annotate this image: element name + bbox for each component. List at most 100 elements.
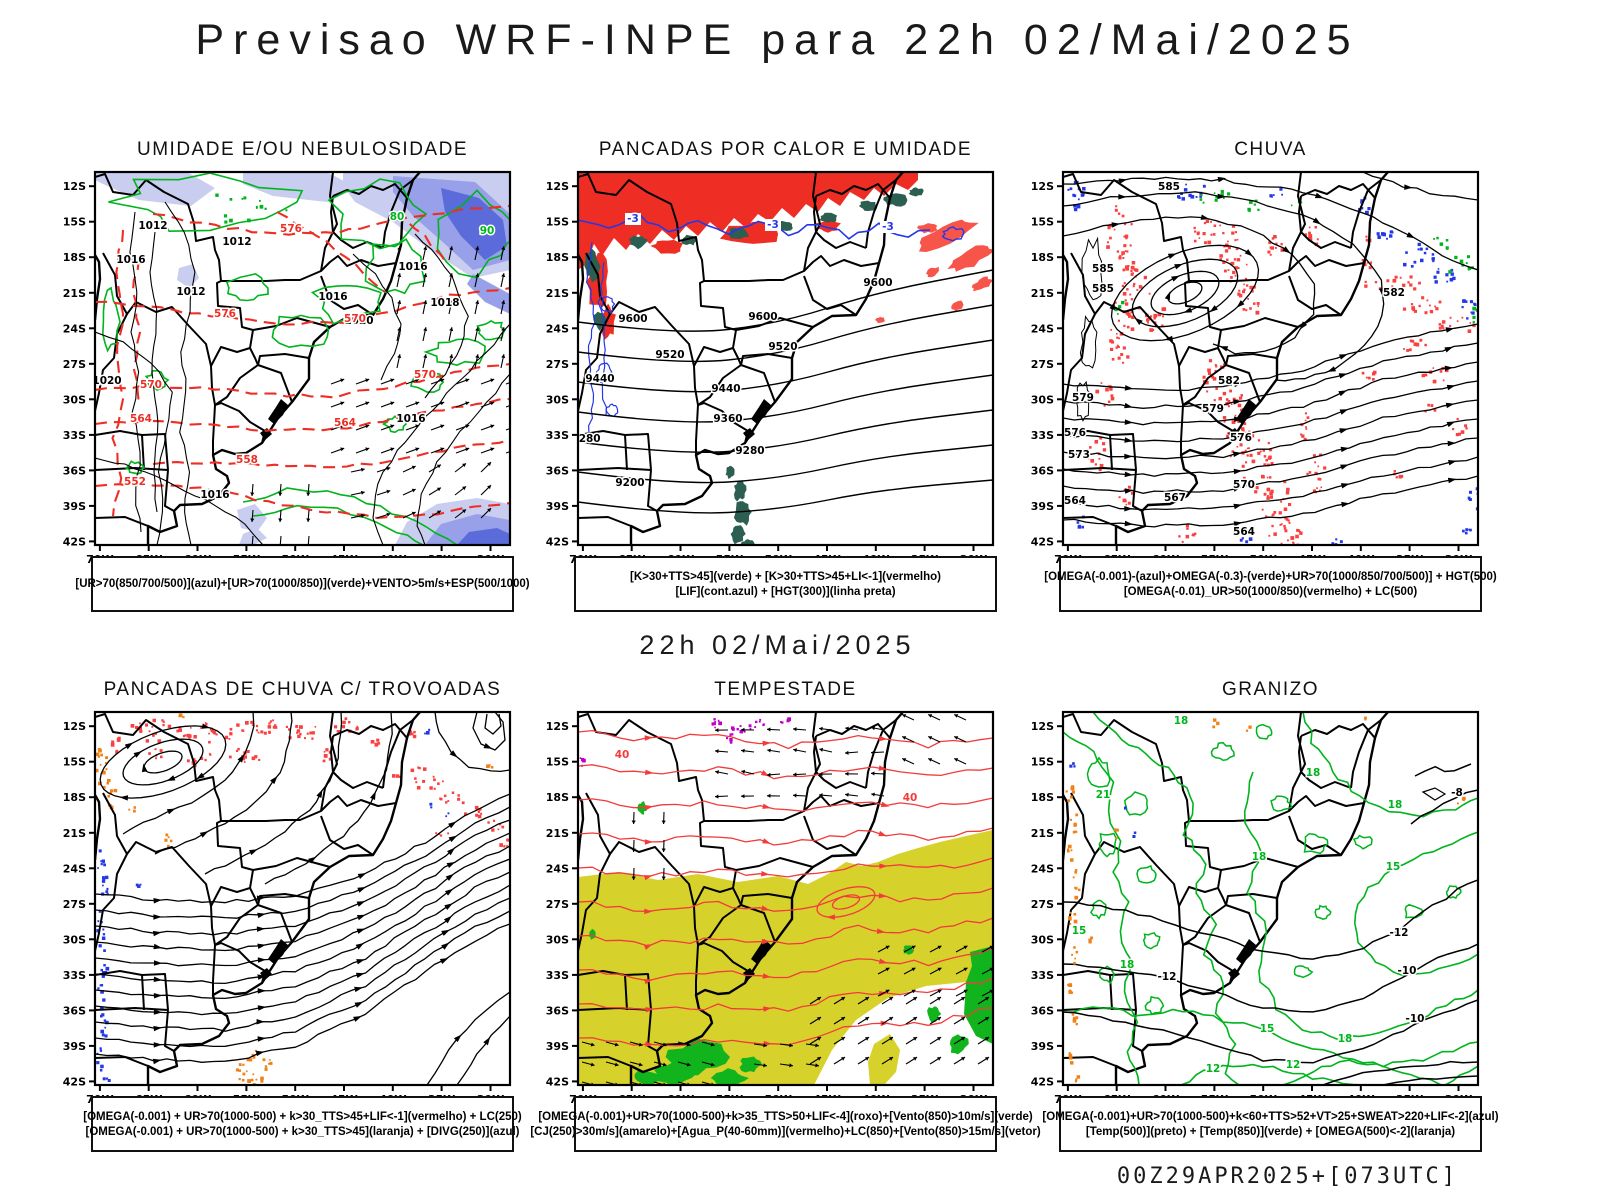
svg-text:36S: 36S bbox=[546, 1004, 569, 1017]
svg-text:27S: 27S bbox=[546, 358, 569, 371]
legend-line: [OMEGA(-0.001) + UR>70(1000-500) + k>30_… bbox=[83, 1110, 522, 1123]
svg-text:12S: 12S bbox=[63, 180, 86, 193]
svg-text:21S: 21S bbox=[546, 827, 569, 840]
svg-text:39S: 39S bbox=[1031, 1040, 1054, 1053]
svg-text:33S: 33S bbox=[1031, 429, 1054, 442]
map-chuva: 585 585 585 582 582 579 579 576 576 573 570 567 564 5… bbox=[1031, 170, 1480, 566]
svg-text:-3: -3 bbox=[882, 221, 894, 233]
svg-text:12: 12 bbox=[1286, 1059, 1301, 1071]
panel-pancadas-trovoadas: PANCADAS DE CHUVA C/ TROVOADAS 70W65W60W… bbox=[55, 679, 525, 1176]
svg-text:9440: 9440 bbox=[585, 373, 614, 385]
legend-line: [OMEGA(-0.001) + UR>70(1000-500) + k>30_… bbox=[85, 1125, 520, 1138]
svg-text:576: 576 bbox=[1064, 427, 1086, 439]
svg-text:9520: 9520 bbox=[655, 349, 684, 361]
svg-text:21S: 21S bbox=[63, 827, 86, 840]
panel-title: PANCADAS POR CALOR E UMIDADE bbox=[598, 139, 973, 160]
legend-line: [LIF](cont.azul) + [HGT(300)](linha pret… bbox=[675, 585, 896, 598]
svg-text:39S: 39S bbox=[546, 500, 569, 513]
svg-text:9280: 9280 bbox=[735, 445, 764, 457]
svg-text:15S: 15S bbox=[546, 756, 569, 769]
svg-text:33S: 33S bbox=[63, 969, 86, 982]
svg-text:42S: 42S bbox=[546, 1075, 569, 1088]
svg-text:21: 21 bbox=[1096, 789, 1111, 801]
svg-text:24S: 24S bbox=[546, 862, 569, 875]
legend-line: [OMEGA(-0.01)_UR>50(1000/850)(vermelho) … bbox=[1123, 585, 1418, 598]
svg-text:12: 12 bbox=[1206, 1063, 1221, 1075]
svg-text:582: 582 bbox=[1383, 287, 1405, 299]
svg-text:564: 564 bbox=[130, 413, 152, 425]
page-title: Previsao WRF-INPE para 22h 02/Mai/2025 bbox=[195, 16, 1360, 64]
legend-box: [OMEGA(-0.001) + UR>70(1000-500) + k>30_… bbox=[83, 1096, 522, 1152]
panel-title: PANCADAS DE CHUVA C/ TROVOADAS bbox=[103, 679, 502, 700]
svg-text:39S: 39S bbox=[63, 500, 86, 513]
svg-text:-12: -12 bbox=[1390, 927, 1409, 939]
svg-text:573: 573 bbox=[1068, 449, 1090, 461]
svg-text:558: 558 bbox=[236, 454, 258, 466]
svg-text:21S: 21S bbox=[63, 287, 86, 300]
panel-tempestade: TEMPESTADE 404070W65W60W55W50W45W40W35W3… bbox=[530, 679, 1041, 1176]
legend-box: [UR>70(850/700/500)](azul)+[UR>70(1000/8… bbox=[75, 556, 530, 612]
legend-line: [Temp(500)](preto) + [Temp(850)](verde) … bbox=[1085, 1125, 1456, 1138]
model-run-label: 00Z29APR2025+[073UTC] bbox=[1116, 1164, 1458, 1189]
svg-text:-12: -12 bbox=[1158, 971, 1177, 983]
svg-text:18: 18 bbox=[1306, 767, 1321, 779]
svg-text:30S: 30S bbox=[63, 393, 86, 406]
svg-text:39S: 39S bbox=[63, 1040, 86, 1053]
svg-text:15S: 15S bbox=[1031, 756, 1054, 769]
svg-text:15: 15 bbox=[1386, 861, 1401, 873]
svg-text:582: 582 bbox=[1218, 375, 1240, 387]
svg-text:15S: 15S bbox=[1031, 216, 1054, 229]
svg-text:1016: 1016 bbox=[116, 254, 145, 266]
svg-text:30S: 30S bbox=[1031, 933, 1054, 946]
svg-text:1018: 1018 bbox=[430, 297, 459, 309]
svg-text:18: 18 bbox=[1388, 799, 1403, 811]
svg-text:18: 18 bbox=[1174, 715, 1189, 727]
svg-text:18S: 18S bbox=[546, 791, 569, 804]
map-umidade-nebulosidade: 1012 1012 1012 1016 1016 1016 1016 1016 1020 1020… bbox=[63, 170, 512, 566]
svg-text:36S: 36S bbox=[1031, 464, 1054, 477]
svg-text:27S: 27S bbox=[63, 358, 86, 371]
legend-line: [OMEGA(-0.001)+UR>70(1000-500)+k>35_TTS>… bbox=[538, 1110, 1033, 1123]
svg-text:1016: 1016 bbox=[318, 291, 347, 303]
svg-text:9600: 9600 bbox=[748, 311, 777, 323]
svg-text:576: 576 bbox=[1230, 432, 1252, 444]
svg-text:-3: -3 bbox=[767, 219, 779, 231]
svg-text:585: 585 bbox=[1158, 181, 1180, 193]
svg-text:9360: 9360 bbox=[713, 413, 742, 425]
svg-text:9200: 9200 bbox=[615, 477, 644, 489]
svg-text:12S: 12S bbox=[1031, 180, 1054, 193]
svg-text:24S: 24S bbox=[1031, 862, 1054, 875]
svg-text:1016: 1016 bbox=[200, 489, 229, 501]
svg-text:24S: 24S bbox=[63, 862, 86, 875]
map-tempestade: 404070W65W60W55W50W45W40W35W30W12S15S18S… bbox=[546, 710, 995, 1106]
svg-text:570: 570 bbox=[414, 369, 436, 381]
svg-text:564: 564 bbox=[334, 417, 356, 429]
legend-line: [OMEGA(-0.001)+UR>70(1000-500)+k<60+TTS>… bbox=[1042, 1110, 1499, 1123]
svg-text:42S: 42S bbox=[63, 535, 86, 548]
svg-text:42S: 42S bbox=[1031, 1075, 1054, 1088]
svg-text:21S: 21S bbox=[1031, 827, 1054, 840]
svg-text:1012: 1012 bbox=[222, 236, 251, 248]
svg-text:42S: 42S bbox=[546, 535, 569, 548]
legend-box: [OMEGA(-0.001)-(azul)+OMEGA(-0.3)-(verde… bbox=[1044, 556, 1497, 612]
panel-title: TEMPESTADE bbox=[714, 679, 857, 700]
svg-text:1016: 1016 bbox=[398, 261, 427, 273]
legend-box: [OMEGA(-0.001)+UR>70(1000-500)+k>35_TTS>… bbox=[530, 1096, 1041, 1152]
svg-text:21S: 21S bbox=[546, 287, 569, 300]
svg-text:27S: 27S bbox=[1031, 898, 1054, 911]
svg-text:570: 570 bbox=[344, 313, 366, 325]
svg-text:-10: -10 bbox=[1406, 1013, 1425, 1025]
svg-text:552: 552 bbox=[124, 476, 146, 488]
svg-text:18: 18 bbox=[1338, 1033, 1353, 1045]
panel-chuva: CHUVA 585 585 585 582 582 579 579 576 576 573 570 5… bbox=[1023, 139, 1497, 636]
svg-text:36S: 36S bbox=[546, 464, 569, 477]
svg-text:12S: 12S bbox=[546, 720, 569, 733]
panel-granizo: GRANIZO 18 18 18 18 18 18 15 15 15 12 12 21 -12 -12 -1… bbox=[1023, 679, 1499, 1176]
svg-text:1016: 1016 bbox=[396, 413, 425, 425]
svg-text:1020: 1020 bbox=[344, 315, 373, 327]
svg-text:24S: 24S bbox=[546, 322, 569, 335]
svg-text:42S: 42S bbox=[1031, 535, 1054, 548]
svg-text:15: 15 bbox=[1260, 1023, 1275, 1035]
legend-box: [OMEGA(-0.001)+UR>70(1000-500)+k<60+TTS>… bbox=[1042, 1096, 1499, 1152]
svg-text:80: 80 bbox=[390, 211, 405, 223]
